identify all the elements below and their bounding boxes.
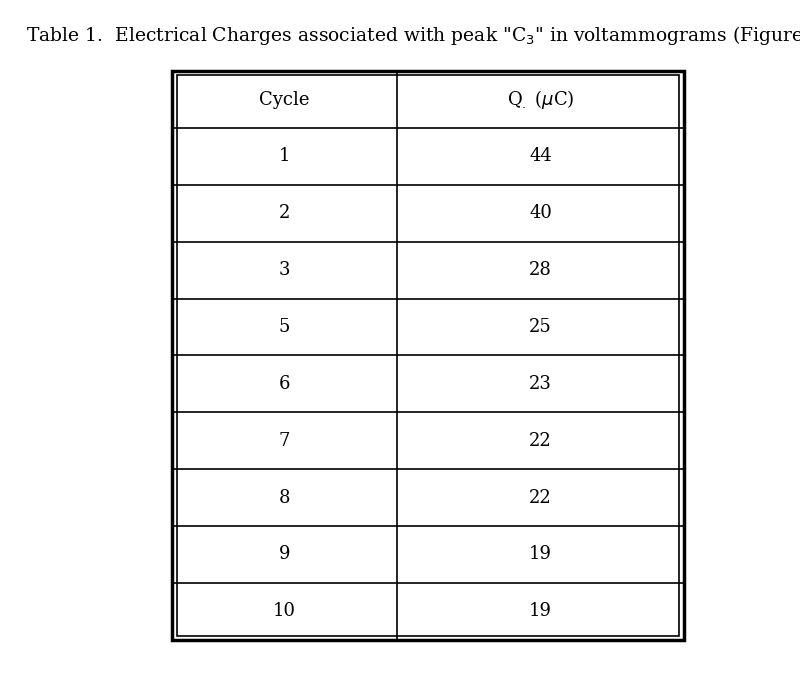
Text: 6: 6 [279,375,290,393]
Text: Cycle: Cycle [259,91,310,108]
Text: 1: 1 [279,148,290,165]
Text: 3: 3 [279,261,290,279]
Text: Table 1.  Electrical Charges associated with peak "C$_3$" in voltammograms (Figu: Table 1. Electrical Charges associated w… [26,24,800,47]
Text: 19: 19 [529,603,552,620]
Text: 44: 44 [530,148,552,165]
Text: 25: 25 [530,318,552,336]
Text: 28: 28 [530,261,552,279]
Text: 22: 22 [530,432,552,450]
Text: 2: 2 [279,204,290,222]
Text: 22: 22 [530,489,552,506]
Text: 40: 40 [530,204,552,222]
Text: 9: 9 [279,546,290,563]
Text: 5: 5 [279,318,290,336]
Text: 8: 8 [279,489,290,506]
Text: Q$_\mathrm{.}$ ($\mu$C): Q$_\mathrm{.}$ ($\mu$C) [507,88,574,111]
Text: 23: 23 [530,375,552,393]
Text: 10: 10 [273,603,296,620]
Text: 19: 19 [529,546,552,563]
Text: 7: 7 [279,432,290,450]
